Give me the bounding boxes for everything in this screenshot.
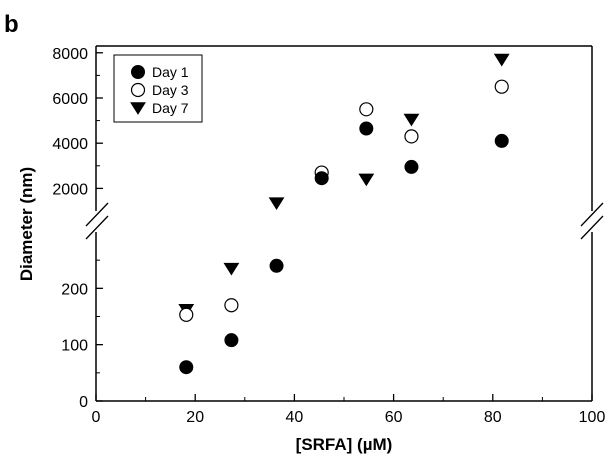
day-1-point bbox=[179, 360, 194, 375]
legend: Day 1 Day 3 Day 7 bbox=[113, 54, 203, 123]
y-tick-label: 200 bbox=[61, 281, 88, 298]
day-3-point bbox=[224, 298, 239, 313]
legend-marker-day-1 bbox=[131, 65, 145, 79]
x-tick-label: 40 bbox=[286, 409, 304, 426]
left-axis-break-mark bbox=[85, 215, 109, 240]
left-axis-break-mark bbox=[85, 202, 109, 227]
y-tick-label: 0 bbox=[79, 394, 88, 411]
legend-label-day-7: Day 7 bbox=[152, 100, 189, 116]
day-7-point bbox=[358, 173, 375, 187]
x-tick-label: 80 bbox=[484, 409, 502, 426]
legend-marker-day-7 bbox=[130, 102, 146, 115]
y-tick-label: 4000 bbox=[52, 136, 88, 153]
panel-label: b bbox=[4, 11, 19, 38]
x-tick-label: 20 bbox=[186, 409, 204, 426]
day-7-point bbox=[223, 262, 240, 276]
y-tick-label: 6000 bbox=[52, 91, 88, 108]
day-3-point bbox=[404, 129, 419, 144]
y-tick-label: 2000 bbox=[52, 181, 88, 198]
day-7-point bbox=[403, 113, 420, 127]
day-3-point bbox=[179, 307, 194, 322]
x-axis-title: [SRFA] (µM) bbox=[296, 435, 393, 454]
day-7-point bbox=[268, 197, 285, 210]
day-1-point bbox=[494, 133, 509, 148]
legend-marker-day-3 bbox=[130, 82, 146, 98]
legend-label-day-3: Day 3 bbox=[152, 82, 189, 98]
y-axis-title: Diameter (nm) bbox=[17, 167, 36, 281]
legend-box bbox=[113, 54, 203, 123]
y-tick-label: 8000 bbox=[52, 46, 88, 63]
day-1-point bbox=[269, 258, 284, 273]
day-1-point bbox=[404, 159, 419, 174]
day-1-point bbox=[314, 171, 329, 186]
right-axis-break-mark bbox=[580, 202, 604, 227]
day-3-point bbox=[494, 79, 509, 94]
day-1-point bbox=[224, 333, 239, 348]
x-tick-label: 60 bbox=[385, 409, 403, 426]
y-tick-label: 100 bbox=[61, 338, 88, 355]
x-tick-label: 0 bbox=[92, 409, 101, 426]
day-7-point bbox=[493, 53, 510, 67]
day-3-point bbox=[359, 102, 374, 117]
day-1-point bbox=[359, 121, 374, 136]
x-tick-label: 100 bbox=[579, 409, 606, 426]
right-axis-break-mark bbox=[580, 215, 604, 240]
legend-label-day-1: Day 1 bbox=[152, 64, 189, 80]
